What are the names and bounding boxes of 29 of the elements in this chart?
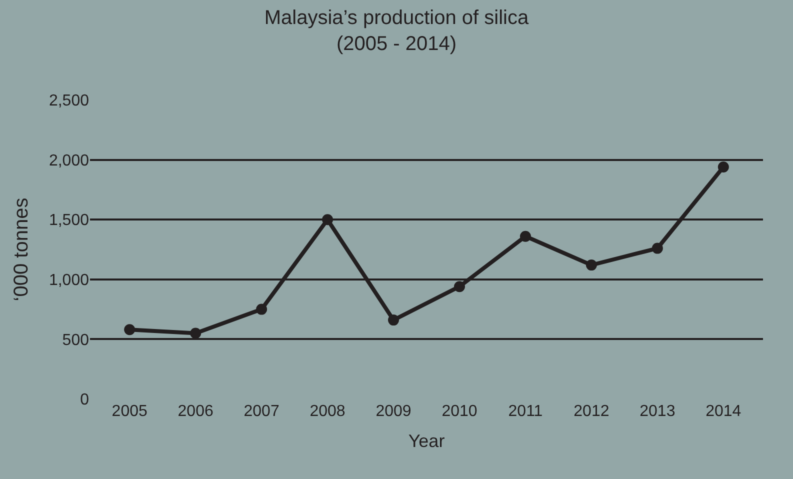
point (520, 230, 531, 242)
point (454, 281, 465, 292)
point (586, 260, 597, 271)
x-tick-label: 2009 (376, 403, 412, 420)
x-axis-title: Year (408, 431, 445, 452)
y-axis-title: ‘000 tonnes (10, 198, 32, 302)
x-tick-label: 2007 (244, 403, 280, 420)
point (388, 314, 400, 326)
point (256, 304, 268, 315)
y-tick-label: 2,000 (48, 152, 90, 170)
y-tick-label: 1,500 (48, 212, 90, 230)
x-tick-label: 2008 (310, 403, 346, 420)
point (322, 214, 334, 226)
point (190, 328, 202, 339)
x-tick-label: 2014 (706, 403, 742, 420)
chart-title: Malaysia’s production of silica (2005 - 2014) (264, 6, 530, 55)
x-tick-label: 2013 (640, 403, 676, 420)
x-tick-label: 2012 (574, 403, 610, 420)
y-tick-label: 2,500 (48, 92, 90, 110)
y-tick-label: 1,000 (48, 272, 90, 289)
y-tick-label: 0 (80, 392, 90, 409)
point (652, 242, 663, 254)
x-tick-label: 2010 (442, 403, 478, 420)
y-tick-label: 500 (62, 332, 90, 349)
x-tick-label: 2011 (508, 403, 543, 420)
point (718, 161, 729, 172)
x-tick-label: 2006 (178, 403, 214, 420)
point (124, 324, 136, 336)
x-tick-label: 2005 (112, 403, 148, 420)
